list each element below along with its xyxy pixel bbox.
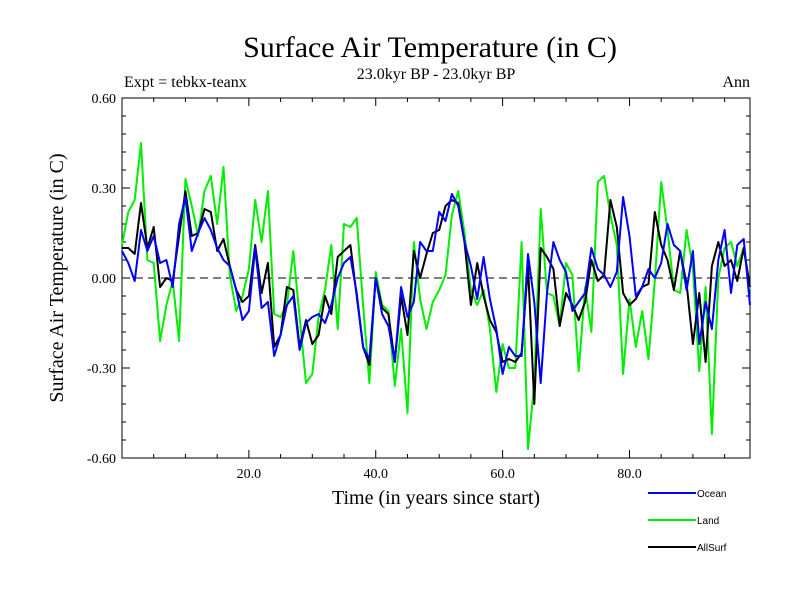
legend-label-allsurf: AllSurf [697, 543, 727, 554]
series-line-ocean [121, 193, 751, 384]
chart-title: Surface Air Temperature (in C) [243, 31, 617, 64]
y-tick-label: -0.60 [87, 452, 116, 467]
legend: Ocean Land AllSurf [648, 489, 727, 554]
legend-label-ocean: Ocean [697, 489, 726, 500]
y-tick-label: -0.30 [87, 362, 116, 377]
y-axis-label: Surface Air Temperature (in C) [46, 153, 68, 402]
y-tick-label: 0.00 [92, 272, 117, 287]
x-tick-label: 20.0 [237, 467, 262, 482]
chart-subtitle: 23.0kyr BP - 23.0kyr BP [357, 66, 516, 83]
experiment-label: Expt = tebkx-teanx [124, 74, 247, 91]
x-axis-label: Time (in years since start) [332, 487, 540, 509]
y-tick-label: 0.60 [92, 92, 117, 107]
legend-label-land: Land [697, 516, 719, 527]
y-axis: -0.60 -0.30 0.00 0.30 0.60 [87, 92, 750, 467]
series-line-land [121, 142, 751, 450]
x-axis: 20.0 40.0 60.0 80.0 [153, 98, 726, 482]
x-tick-label: 40.0 [363, 467, 388, 482]
season-label: Ann [722, 74, 750, 91]
series-layer [121, 142, 751, 450]
y-tick-label: 0.30 [92, 182, 117, 197]
x-tick-label: 80.0 [617, 467, 642, 482]
x-tick-label: 60.0 [490, 467, 515, 482]
